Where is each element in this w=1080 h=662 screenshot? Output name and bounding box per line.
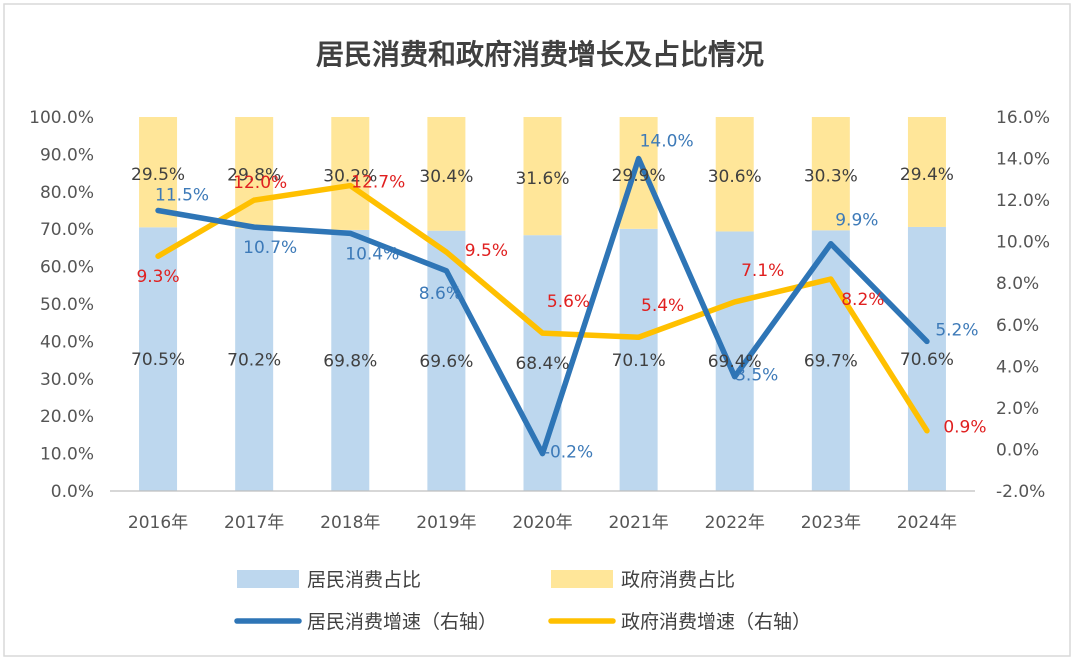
bar-government-share bbox=[907, 117, 946, 227]
government-growth-label: 12.7% bbox=[351, 173, 405, 193]
government-growth-label: 7.1% bbox=[741, 261, 784, 281]
bars bbox=[139, 117, 946, 492]
right-tick-label: 4.0% bbox=[996, 357, 1039, 377]
legend-resident-growth-text: 居民消费增速（右轴） bbox=[307, 611, 497, 633]
left-tick-label: 100.0% bbox=[29, 108, 94, 128]
left-tick-label: 20.0% bbox=[40, 407, 94, 427]
bar-resident-share bbox=[139, 227, 178, 491]
x-tick-label: 2022年 bbox=[705, 513, 765, 533]
left-tick-label: 60.0% bbox=[40, 258, 94, 278]
resident-growth-label: 9.9% bbox=[835, 211, 878, 231]
x-tick-label: 2017年 bbox=[224, 513, 284, 533]
line-resident-growth bbox=[155, 155, 930, 457]
legend-government-share-text: 政府消费占比 bbox=[621, 569, 735, 591]
right-tick-label: 6.0% bbox=[996, 316, 1039, 336]
bar-resident-share bbox=[331, 229, 370, 491]
resident-share-label: 69.4% bbox=[708, 352, 762, 372]
government-share-label: 30.4% bbox=[419, 167, 473, 187]
resident-share-label: 69.7% bbox=[804, 352, 858, 372]
legend-government-growth-text: 政府消费增速（右轴） bbox=[621, 611, 811, 633]
government-growth-label: 9.5% bbox=[465, 241, 508, 261]
government-growth-label: 9.3% bbox=[136, 267, 179, 287]
resident-growth-label: 14.0% bbox=[640, 132, 694, 152]
chart-title: 居民消费和政府消费增长及占比情况 bbox=[316, 38, 764, 71]
bar-government-share bbox=[715, 117, 754, 232]
resident-share-label: 70.5% bbox=[131, 350, 185, 370]
bar-resident-share bbox=[235, 228, 274, 491]
x-tick-label: 2024年 bbox=[897, 513, 957, 533]
lines bbox=[155, 155, 930, 457]
resident-growth-label: 3.5% bbox=[735, 366, 778, 386]
government-share-label: 31.6% bbox=[515, 169, 569, 189]
x-axis: 2016年 2017年 2018年 2019年 2020年 2021年 2022年 2023年… bbox=[110, 490, 975, 533]
resident-growth-label: 5.2% bbox=[935, 320, 978, 340]
government-share-label: 30.2% bbox=[323, 166, 377, 186]
bar-government-share bbox=[811, 117, 850, 231]
government-growth-label: 0.9% bbox=[943, 418, 986, 438]
bar-government-share bbox=[523, 117, 562, 236]
resident-share-label: 69.6% bbox=[419, 352, 473, 372]
resident-share-label: 69.8% bbox=[323, 351, 377, 371]
left-tick-label: 10.0% bbox=[40, 445, 94, 465]
data-labels: 70.5% 29.5% 70.2% 29.8% 69.8% 30.2% 69.6% 30.4%… bbox=[131, 132, 986, 463]
government-share-label: 30.3% bbox=[804, 167, 858, 187]
x-tick-label: 2023年 bbox=[801, 513, 861, 533]
right-tick-label: 12.0% bbox=[996, 191, 1050, 211]
left-tick-label: 80.0% bbox=[40, 183, 94, 203]
government-share-label: 29.9% bbox=[612, 166, 666, 186]
resident-growth-label: 11.5% bbox=[155, 186, 209, 206]
bar-resident-share bbox=[811, 230, 850, 491]
left-tick-label: 30.0% bbox=[40, 370, 94, 390]
left-tick-label: 50.0% bbox=[40, 295, 94, 315]
right-axis: -2.0% 0.0% 2.0% 4.0% 6.0% 8.0% 10.0% 12.0% 14.0%… bbox=[996, 108, 1050, 502]
left-tick-label: 90.0% bbox=[40, 145, 94, 165]
right-tick-label: 0.0% bbox=[996, 440, 1039, 460]
government-growth-label: 12.0% bbox=[233, 173, 287, 193]
x-tick-label: 2020年 bbox=[512, 513, 572, 533]
government-growth-label: 5.6% bbox=[547, 292, 590, 312]
resident-share-label: 68.4% bbox=[515, 354, 569, 374]
resident-share-label: 70.2% bbox=[227, 351, 281, 371]
resident-share-label: 70.1% bbox=[612, 351, 666, 371]
right-tick-label: 16.0% bbox=[996, 108, 1050, 128]
legend-government-share-swatch bbox=[551, 570, 613, 588]
legend-resident-share-text: 居民消费占比 bbox=[307, 569, 421, 591]
left-tick-label: 0.0% bbox=[51, 482, 94, 502]
government-share-label: 29.4% bbox=[900, 165, 954, 185]
x-tick-label: 2018年 bbox=[320, 513, 380, 533]
bar-resident-share bbox=[907, 226, 946, 491]
government-share-label: 29.8% bbox=[227, 166, 281, 186]
left-tick-label: 70.0% bbox=[40, 220, 94, 240]
bar-government-share bbox=[427, 117, 466, 231]
resident-growth-label: -0.2% bbox=[544, 443, 593, 463]
x-tick-label: 2016年 bbox=[128, 513, 188, 533]
left-tick-label: 40.0% bbox=[40, 332, 94, 352]
resident-growth-label: 8.6% bbox=[419, 284, 462, 304]
right-tick-label: 2.0% bbox=[996, 399, 1039, 419]
bar-government-share bbox=[331, 117, 370, 230]
right-tick-label: 8.0% bbox=[996, 274, 1039, 294]
bar-resident-share bbox=[619, 228, 658, 492]
left-axis: 0.0% 10.0% 20.0% 30.0% 40.0% 50.0% 60.0% 70.0% 8… bbox=[29, 108, 94, 502]
bar-government-share bbox=[619, 117, 658, 229]
government-growth-label: 8.2% bbox=[841, 290, 884, 310]
right-tick-label: -2.0% bbox=[996, 482, 1045, 502]
x-tick-label: 2019年 bbox=[416, 513, 476, 533]
government-growth-label: 5.4% bbox=[641, 296, 684, 316]
right-tick-label: 10.0% bbox=[996, 233, 1050, 253]
government-share-label: 30.6% bbox=[708, 167, 762, 187]
resident-growth-label: 10.4% bbox=[345, 244, 399, 264]
x-tick-label: 2021年 bbox=[608, 513, 668, 533]
resident-growth-label: 10.7% bbox=[243, 238, 297, 258]
government-share-label: 29.5% bbox=[131, 165, 185, 185]
legend-resident-share-swatch bbox=[237, 570, 299, 588]
right-tick-label: 14.0% bbox=[996, 150, 1050, 170]
resident-share-label: 70.6% bbox=[900, 350, 954, 370]
